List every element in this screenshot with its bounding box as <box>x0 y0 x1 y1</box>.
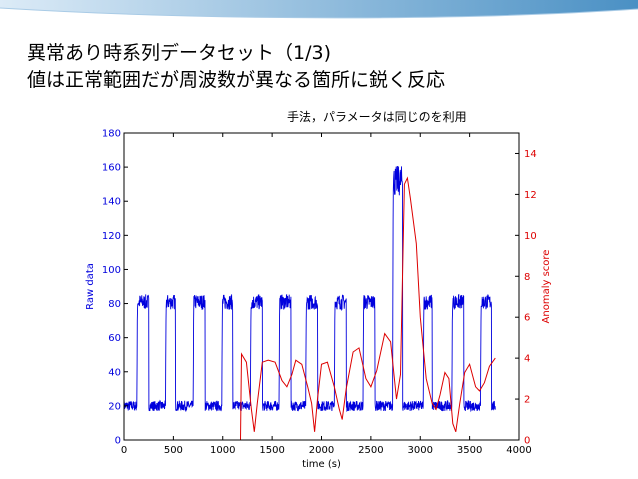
y-left-tick-label: 140 <box>102 197 121 208</box>
x-tick-label: 1500 <box>259 445 284 456</box>
y-right-tick-label: 6 <box>524 313 530 324</box>
anomaly-score-line <box>124 176 496 441</box>
method-note: 手法，パラメータは同じのを利用 <box>287 110 467 124</box>
y-right-tick-label: 2 <box>524 395 530 406</box>
y-right-axis-label: Anomaly score <box>541 250 552 324</box>
y-right-tick-label: 14 <box>524 149 537 160</box>
y-left-tick-label: 40 <box>108 367 121 378</box>
plot-frame <box>123 132 520 441</box>
y-left-tick-label: 160 <box>102 163 121 174</box>
y-left-tick-label: 100 <box>102 265 121 276</box>
y-left-tick-label: 60 <box>108 333 121 344</box>
y-left-tick-label: 80 <box>108 299 121 310</box>
x-tick-label: 3000 <box>408 445 433 456</box>
y-right-tick-label: 12 <box>524 190 537 201</box>
slide-title: 異常あり時系列データセット（1/3) 値は正常範囲だが周波数が異なる箇所に鋭く反… <box>27 40 445 94</box>
raw-data-line <box>123 165 496 413</box>
slide-title-line-2: 値は正常範囲だが周波数が異なる箇所に鋭く反応 <box>27 69 446 91</box>
x-axis-label: time (s) <box>302 459 341 470</box>
x-tick-label: 2000 <box>309 445 334 456</box>
y-left-tick-label: 0 <box>115 436 121 447</box>
y-left-tick-label: 180 <box>102 129 121 140</box>
y-left-axis-label: Raw data <box>85 263 96 310</box>
y-right-tick-label: 10 <box>524 231 537 242</box>
y-right-tick-label: 4 <box>524 354 530 365</box>
y-left-tick-label: 120 <box>102 231 121 242</box>
x-tick-label: 1000 <box>210 445 235 456</box>
header-banner <box>0 0 638 19</box>
y-right-tick-label: 8 <box>524 272 530 283</box>
y-left-tick-label: 20 <box>108 401 121 412</box>
y-right-tick-label: 0 <box>524 436 530 447</box>
x-tick-label: 4000 <box>506 445 531 456</box>
x-tick-label: 0 <box>121 445 127 456</box>
slide-title-line-1: 異常あり時系列データセット（1/3) <box>27 42 331 64</box>
x-tick-label: 3500 <box>457 445 482 456</box>
x-tick-label: 2500 <box>358 445 383 456</box>
x-tick-label: 500 <box>164 445 183 456</box>
